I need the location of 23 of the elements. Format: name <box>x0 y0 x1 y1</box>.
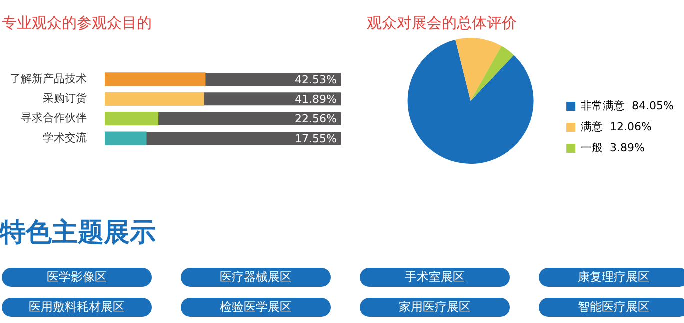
bar <box>105 112 159 126</box>
chart-title: 观众对展会的总体评价 <box>367 14 517 33</box>
y-tick-label: 了解新产品技术 <box>10 72 87 86</box>
text: 智能医疗展区 <box>539 298 684 317</box>
text: 家用医疗展区 <box>360 298 510 317</box>
text: 手术室展区 <box>360 268 510 287</box>
y-tick-label: 寻求合作伙伴 <box>21 112 87 125</box>
chart-title: 专业观众的参观众目的 <box>2 14 152 33</box>
legend-label: 满意 12.06% <box>581 120 652 134</box>
text: 医疗器械展区 <box>181 268 331 287</box>
legend-label: 非常满意 84.05% <box>581 99 674 112</box>
text: 检验医学展区 <box>181 298 331 317</box>
legend-label: 一般 3.89% <box>581 141 645 154</box>
y-tick-label: 采购订货 <box>43 92 87 106</box>
text: 医学影像区 <box>2 268 152 287</box>
data-label: 17.55% <box>295 132 337 146</box>
bar <box>105 132 147 146</box>
text: 康复理疗展区 <box>539 268 684 287</box>
data-label: 42.53% <box>295 73 337 86</box>
text: 医用敷料耗材展区 <box>2 298 152 317</box>
data-label: 41.89% <box>295 93 337 106</box>
data-label: 22.56% <box>295 112 337 126</box>
y-tick-label: 学术交流 <box>43 131 87 144</box>
